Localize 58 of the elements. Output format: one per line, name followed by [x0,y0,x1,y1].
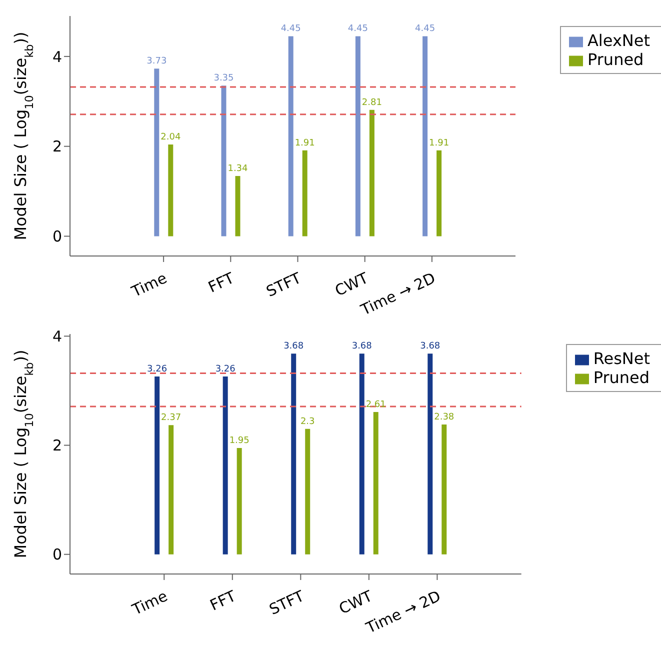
y-tick-label: 0 [52,546,62,564]
bar [154,68,160,236]
y-tick-label: 2 [52,138,62,156]
bar [235,176,240,236]
bar [302,150,308,236]
data-label: 2.37 [161,413,182,424]
data-label: 1.91 [294,138,315,148]
y-tick-label: 0 [52,228,62,246]
bar [168,425,174,554]
x-tick-label: Time [128,586,170,620]
x-tick-label: STFT [264,268,305,301]
bar [428,354,433,554]
data-label: 3.68 [284,342,304,352]
legend-label: ResNet [593,349,650,368]
data-label: 4.45 [348,24,368,34]
bar [369,110,374,236]
x-tick-label: STFT [266,586,308,619]
data-label: 2.38 [434,412,454,423]
bar [355,36,360,236]
bar [291,354,296,554]
x-tick-label: FFT [206,268,238,296]
data-label: 3.68 [352,342,372,352]
data-label: 1.95 [229,436,250,446]
bar [221,86,226,236]
legend-label: Pruned [587,50,644,69]
x-tick-label: CWT [332,268,372,300]
bar [442,424,447,554]
y-tick-label: 2 [52,436,62,455]
bar [422,36,428,236]
x-tick-label: FFT [207,586,240,614]
bar [305,428,310,554]
data-label: 4.45 [280,24,301,34]
bar [154,376,160,554]
data-label: 2.81 [362,98,382,108]
bar [373,412,378,554]
bar [436,150,442,236]
data-label: 3.68 [420,342,440,352]
data-label: 4.45 [415,24,436,34]
bar [236,448,242,554]
bar [168,144,174,236]
data-label: 1.91 [429,138,450,148]
data-label: 3.26 [215,364,236,375]
data-label: 3.73 [146,56,167,67]
data-label: 3.35 [214,74,234,84]
data-label: 2.3 [300,416,315,427]
bar [222,376,228,554]
y-tick-label: 4 [52,328,62,346]
bar [359,354,364,554]
legend-label: AlexNet [587,31,650,50]
data-label: 2.04 [160,132,181,143]
x-tick-label: Time [128,268,170,302]
data-label: 2.61 [366,400,386,410]
data-label: 1.34 [228,164,248,174]
data-label: 3.26 [147,364,168,375]
legend-label: Pruned [593,368,650,387]
bar [288,36,294,236]
x-tick-label: CWT [336,586,376,618]
y-tick-label: 4 [52,48,62,66]
